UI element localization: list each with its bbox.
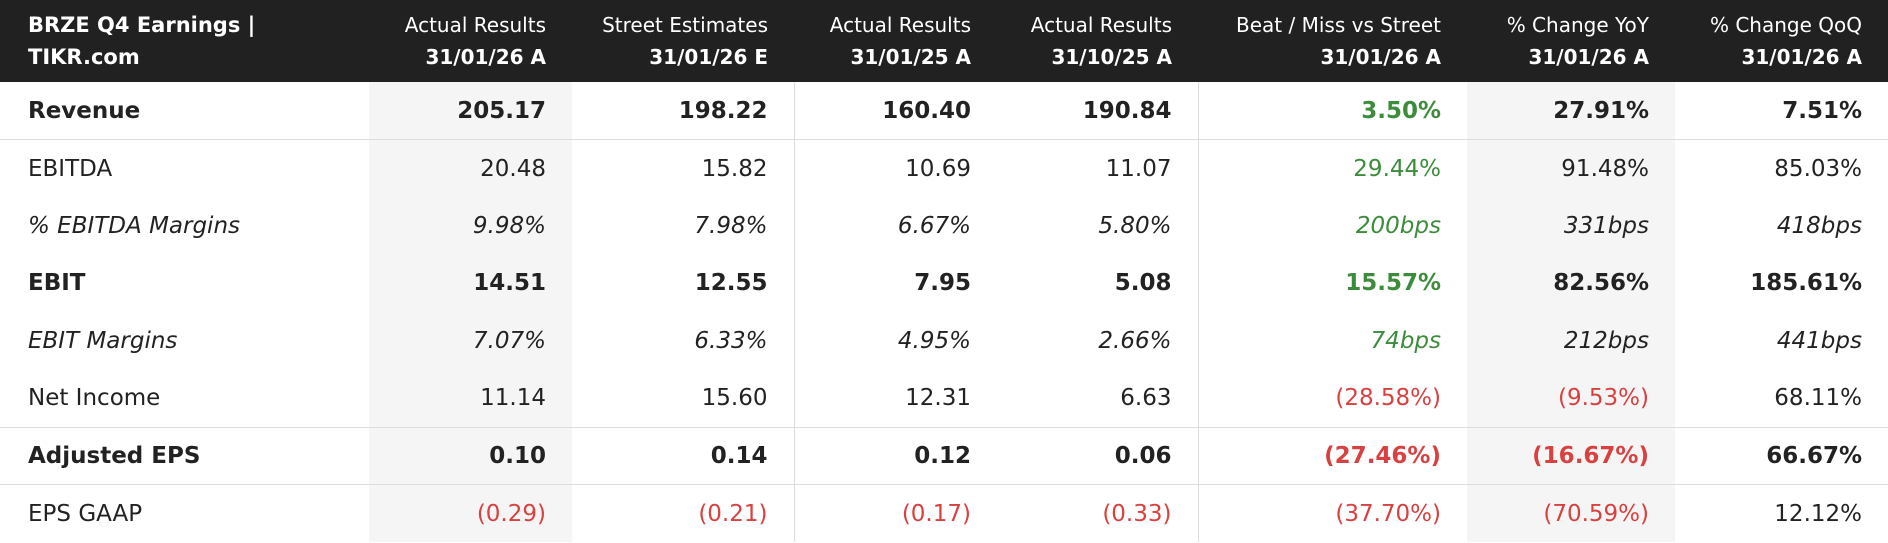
cell: 331bps [1467,197,1675,255]
cell: 0.12 [793,426,997,485]
cell: 85.03% [1675,139,1888,197]
cell: 68.11% [1774,385,1862,411]
cell: 12.12% [1675,484,1888,542]
cell: 14.51 [369,254,572,312]
col-header: Actual Results 31/01/25 A [794,0,997,82]
col-header: % Change QoQ 31/01/26 A [1675,0,1888,82]
row-label: Net Income [28,385,161,411]
row-label: Adjusted EPS [0,426,369,485]
col-date: 31/01/26 A [425,45,546,69]
cell: 7.98% [694,212,768,239]
col-label: Actual Results [1030,13,1172,37]
cell: 91.48% [1467,139,1675,197]
cell: 27.91% [1467,82,1675,140]
cell: 0.10 [369,426,572,485]
row-eps-gaap: EPS GAAP (0.29) (0.21) (0.17) (0.33) (37… [0,484,1888,542]
cell: 200bps [1197,197,1467,255]
cell: 74bps [1197,312,1467,370]
row-label: Revenue [28,97,141,124]
row-ebit: EBIT 14.51 12.55 7.95 5.08 15.57% 82.56%… [0,254,1888,312]
cell: 2.66% [1098,327,1172,354]
row-label: EBITDA [0,139,369,197]
col-header: Actual Results 31/10/25 A [997,0,1198,82]
col-label: % Change QoQ [1709,13,1862,37]
cell: (16.67%) [1467,426,1675,485]
col-header: Street Estimates 31/01/26 E [572,0,794,82]
col-date: 31/10/25 A [1051,45,1172,69]
row-ebitda-margins: % EBITDA Margins 9.98% 7.98% 6.67% 5.80%… [0,197,1888,255]
cell: 5.08 [1114,270,1172,297]
row-label: EBIT Margins [28,327,178,354]
cell: 15.82 [572,139,794,197]
cell: 3.50% [1197,82,1467,140]
cell: 7.07% [369,312,572,370]
col-date: 31/01/26 A [1528,45,1649,69]
cell: (0.21) [572,484,794,542]
cell: 6.67% [793,197,997,255]
cell: 205.17 [369,82,572,140]
cell: 7.95 [793,254,997,312]
col-label: Street Estimates [602,13,768,37]
cell: 15.57% [1197,254,1467,312]
cell: 11.14 [369,369,572,427]
cell: (70.59%) [1467,484,1675,542]
cell: (37.70%) [1197,484,1467,542]
cell: 11.07 [997,139,1198,197]
cell: 185.61% [1750,270,1862,297]
cell: 12.31 [793,369,997,427]
col-label: Beat / Miss vs Street [1236,13,1441,37]
cell: 6.63 [1120,385,1172,411]
col-label: Actual Results [404,13,546,37]
cell: (0.29) [369,484,572,542]
row-label: % EBITDA Margins [28,212,241,239]
col-date: 31/01/26 E [649,45,768,69]
cell: 6.33% [694,327,768,354]
cell: 4.95% [793,312,997,370]
row-net-income: Net Income 11.14 15.60 12.31 6.63 (28.58… [0,369,1888,427]
cell: 12.55 [694,270,768,297]
col-header: Actual Results 31/01/26 A [369,0,572,82]
cell: 15.60 [701,385,768,411]
col-header: % Change YoY 31/01/26 A [1467,0,1675,82]
col-label: % Change YoY [1506,13,1649,37]
cell: 190.84 [1082,97,1172,124]
cell: 0.06 [997,426,1198,485]
cell: 66.67% [1675,426,1888,485]
row-adjusted-eps: Adjusted EPS 0.10 0.14 0.12 0.06 (27.46%… [0,426,1888,485]
row-label: EPS GAAP [0,484,369,542]
row-label: EBIT [28,270,86,297]
cell: (0.17) [793,484,997,542]
cell: 212bps [1467,312,1675,370]
cell: 160.40 [793,82,997,140]
cell: 20.48 [369,139,572,197]
cell: (0.33) [997,484,1198,542]
cell: 10.69 [793,139,997,197]
cell: 198.22 [678,97,768,124]
cell: 7.51% [1782,97,1862,124]
cell: (27.46%) [1197,426,1467,485]
cell: 29.44% [1197,139,1467,197]
cell: 418bps [1776,212,1862,239]
col-date: 31/01/26 A [1320,45,1441,69]
row-ebit-margins: EBIT Margins 7.07% 6.33% 4.95% 2.66% 74b… [0,312,1888,370]
cell: 9.98% [369,197,572,255]
cell: (28.58%) [1197,369,1467,427]
row-revenue: Revenue 205.17 198.22 160.40 190.84 3.50… [0,82,1888,140]
cell: 82.56% [1467,254,1675,312]
col-date: 31/01/26 A [1741,45,1862,69]
table-title: BRZE Q4 Earnings | TIKR.com [28,13,256,69]
cell: 5.80% [1098,212,1172,239]
row-ebitda: EBITDA 20.48 15.82 10.69 11.07 29.44% 91… [0,139,1888,197]
cell: 0.14 [572,426,794,485]
header-row: BRZE Q4 Earnings | TIKR.com Actual Resul… [0,0,1888,82]
col-header: Beat / Miss vs Street 31/01/26 A [1198,0,1467,82]
cell: 441bps [1776,327,1862,354]
col-label: Actual Results [829,13,971,37]
cell: (9.53%) [1467,369,1675,427]
col-date: 31/01/25 A [850,45,971,69]
